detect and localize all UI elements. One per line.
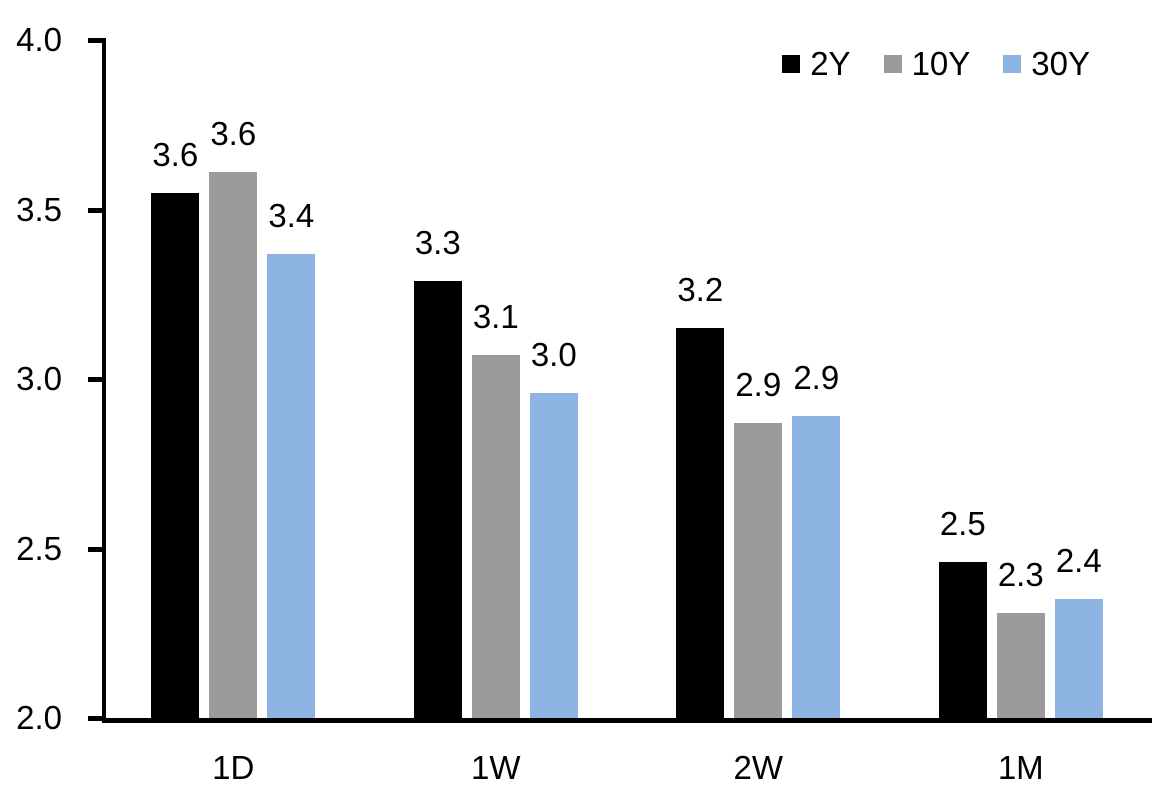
y-axis-tick-label: 3.0	[16, 360, 62, 397]
bar-2y-1w	[413, 280, 462, 718]
y-axis-line	[102, 38, 106, 722]
bar-30y-1d	[267, 253, 316, 718]
y-axis-tick	[88, 207, 102, 213]
y-axis-tick	[88, 546, 102, 552]
legend: 2Y 10Y 30Y	[782, 45, 1090, 83]
bar-value-label: 3.6	[152, 135, 199, 173]
bar-value-label: 3.4	[268, 196, 315, 234]
bar-10y-2w	[734, 423, 783, 718]
bar-10y-1m	[996, 612, 1045, 718]
bar-10y-1w	[471, 355, 520, 718]
bar-10y-1d	[209, 172, 258, 718]
bar-30y-1m	[1054, 599, 1103, 718]
bar-value-label: 3.3	[414, 223, 461, 261]
bar-value-label: 2.3	[997, 555, 1044, 593]
x-axis-line	[102, 718, 1152, 723]
x-axis-category-label: 1W	[471, 749, 521, 786]
legend-swatch-10y	[883, 55, 902, 73]
bar-value-label: 2.5	[939, 505, 986, 543]
bar-value-label: 2.9	[793, 359, 840, 397]
y-axis-tick-label: 2.0	[16, 699, 62, 736]
y-axis-tick	[88, 716, 102, 721]
y-axis-tick-label: 3.5	[16, 190, 62, 228]
bar-value-label: 3.6	[210, 115, 257, 153]
x-axis-category-label: 2W	[733, 749, 784, 786]
bar-2y-2w	[676, 328, 725, 718]
legend-swatch-2y	[782, 55, 801, 73]
y-axis-tick-label: 2.5	[16, 529, 62, 567]
legend-item-10y: 10Y	[883, 45, 971, 83]
bar-30y-2w	[792, 416, 841, 718]
bar-2y-1d	[151, 192, 200, 718]
y-axis-tick	[88, 377, 102, 382]
bar-2y-1m	[938, 562, 987, 718]
legend-item-2y: 2Y	[782, 45, 851, 83]
x-axis-category-label: 1M	[997, 749, 1044, 786]
bar-30y-1w	[529, 392, 578, 718]
bar-value-label: 3.1	[472, 298, 519, 336]
bar-value-label: 3.2	[677, 271, 724, 309]
legend-label-10y: 10Y	[911, 45, 971, 82]
legend-label-30y: 30Y	[1031, 45, 1090, 82]
y-axis-tick	[88, 38, 102, 43]
bar-value-label: 2.4	[1055, 542, 1102, 580]
x-axis-category-label: 1D	[212, 749, 255, 786]
bar-value-label: 3.0	[530, 335, 577, 373]
y-axis-tick-label: 4.0	[16, 21, 62, 58]
legend-item-30y: 30Y	[1003, 45, 1090, 83]
legend-label-2y: 2Y	[810, 45, 851, 82]
legend-swatch-30y	[1003, 55, 1022, 73]
bar-value-label: 2.9	[735, 366, 782, 404]
